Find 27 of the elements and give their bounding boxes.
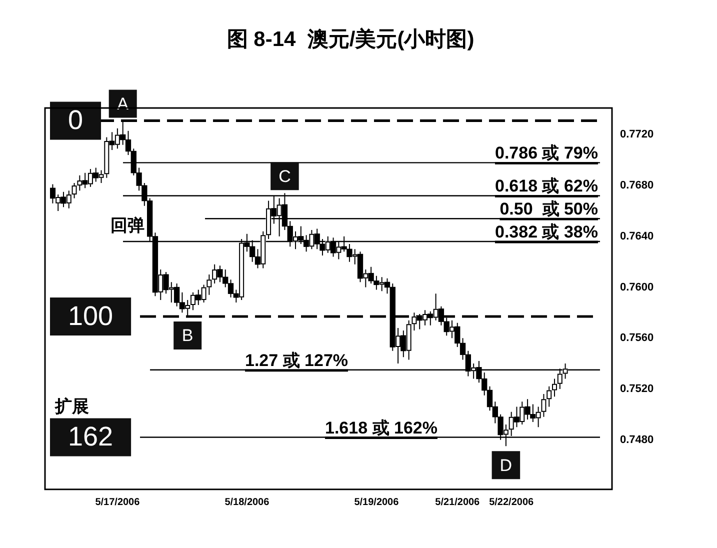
annotation: B <box>182 326 194 346</box>
y-tick-label: 0.7560 <box>620 332 654 344</box>
x-tick-label: 5/22/2006 <box>489 497 534 508</box>
annotation: 回弹 <box>110 216 145 235</box>
ref-line-label: 0.618 或 62% <box>494 176 598 196</box>
annotation: 100 <box>68 300 114 331</box>
y-tick-label: 0.7680 <box>620 180 654 192</box>
ref-line-label: 1.618 或 162% <box>325 418 438 438</box>
x-tick-label: 5/19/2006 <box>354 497 400 508</box>
annotation: 扩展 <box>54 397 89 416</box>
ref-line-label: 0.382 或 38% <box>494 222 598 242</box>
ref-line-label: 1.27 或 127% <box>245 350 348 370</box>
x-tick-label: 5/21/2006 <box>435 497 480 508</box>
annotation: C <box>278 166 291 186</box>
y-tick-label: 0.7640 <box>620 230 654 242</box>
annotation: 162 <box>68 422 114 452</box>
x-tick-label: 5/18/2006 <box>224 497 270 508</box>
y-tick-label: 0.7480 <box>620 434 654 446</box>
annotation: 0 <box>68 105 84 136</box>
chart-title: 图 8-14 澳元/美元(小时图) <box>226 26 474 51</box>
x-tick-label: 5/17/2006 <box>95 497 140 508</box>
annotation: D <box>500 456 512 475</box>
ref-line-label: 0.786 或 79% <box>494 144 598 163</box>
y-tick-label: 0.7600 <box>620 281 654 294</box>
y-tick-label: 0.7520 <box>620 382 654 395</box>
ref-line-label: 0.50 或 50% <box>500 200 598 219</box>
y-tick-label: 0.7720 <box>620 128 654 141</box>
